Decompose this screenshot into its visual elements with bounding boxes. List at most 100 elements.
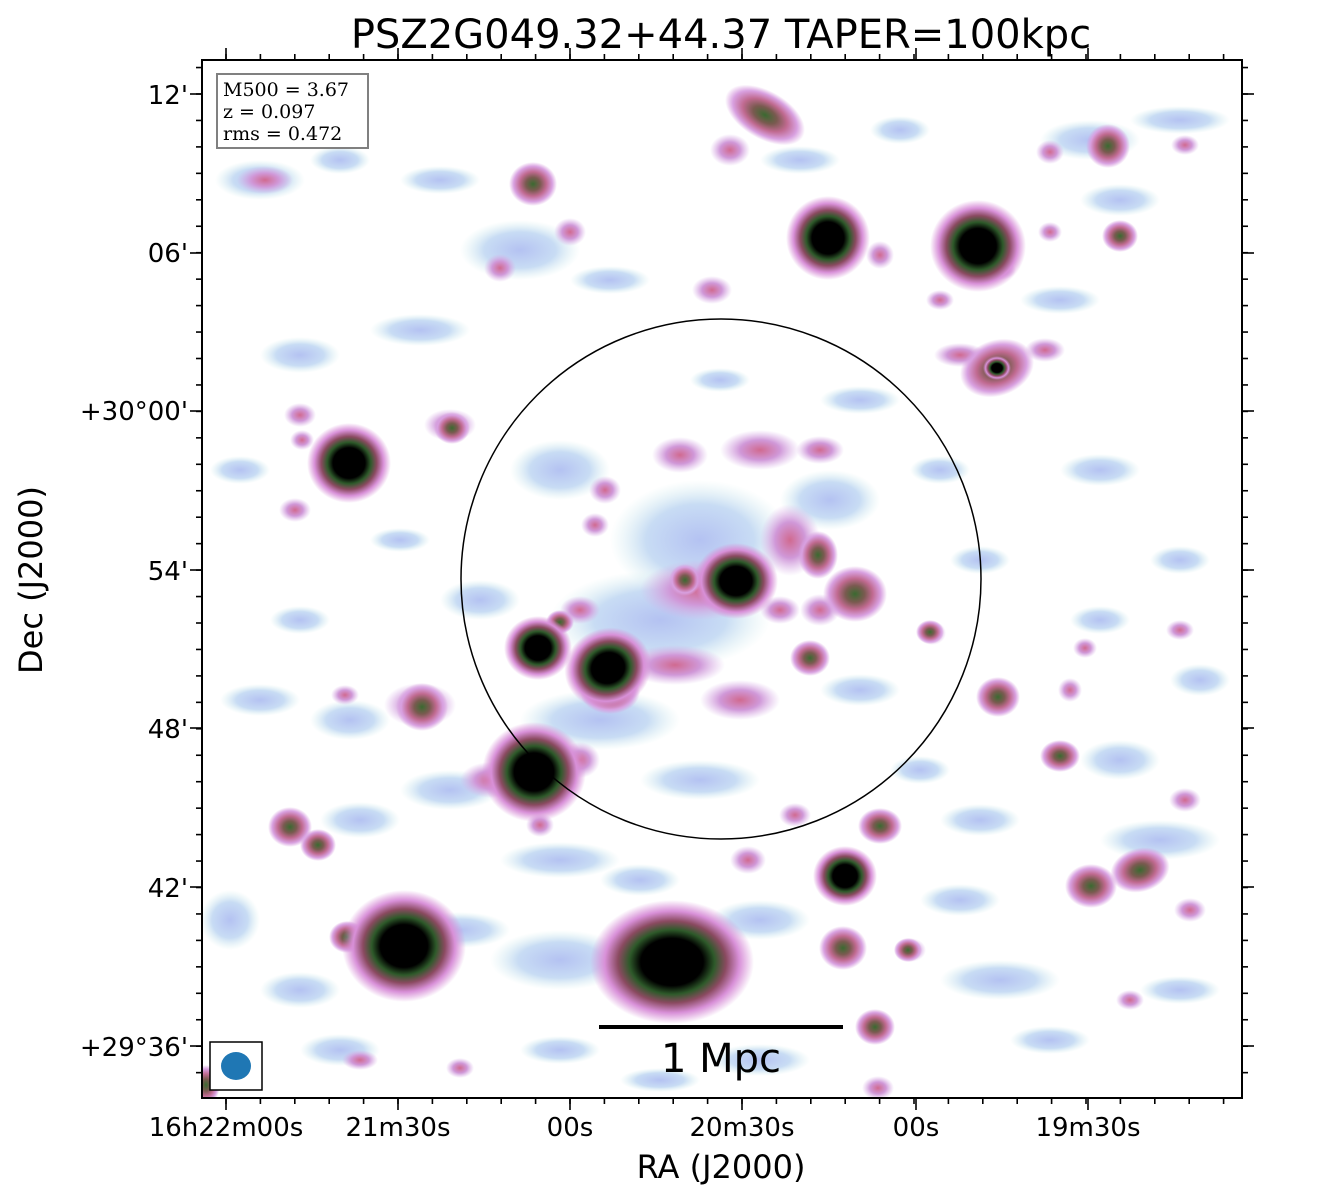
- faint-emission: [1060, 454, 1140, 486]
- emission-layer: [202, 84, 1230, 1098]
- faint-emission: [1100, 820, 1220, 860]
- info-box-frame: [216, 73, 369, 149]
- faint-emission: [1080, 740, 1160, 780]
- bright-source: [590, 900, 754, 1024]
- x-tick-label: 20m30s: [689, 1113, 794, 1143]
- beam-ellipse: [221, 1052, 251, 1080]
- y-tick-labels: 12' 06' +30°00' 54' 48' 42' +29°36': [80, 81, 188, 1063]
- info-box: M500 = 3.67 z = 0.097 rms = 0.472: [216, 73, 369, 149]
- faint-emission: [640, 760, 760, 800]
- diffuse-emission: [446, 1058, 474, 1078]
- compact-source: [268, 807, 312, 847]
- bright-source: [786, 196, 870, 280]
- bright-source: [983, 356, 1011, 380]
- faint-emission: [440, 580, 520, 620]
- plot-frame: [201, 59, 1243, 1099]
- faint-emission: [202, 890, 260, 950]
- faint-emission: [260, 972, 340, 1008]
- bright-source: [694, 543, 778, 619]
- radio-image: [202, 60, 1242, 1098]
- compact-source: [1102, 220, 1138, 252]
- faint-emission: [1010, 1026, 1090, 1054]
- diffuse-emission: [342, 1050, 378, 1070]
- diffuse-emission: [554, 218, 586, 246]
- bright-source: [504, 616, 572, 680]
- diffuse-emission: [237, 166, 293, 194]
- faint-emission: [500, 842, 620, 878]
- faint-emission: [370, 528, 430, 552]
- faint-emission: [1170, 664, 1230, 696]
- diffuse-emission: [581, 513, 609, 537]
- diffuse-emission: [1169, 788, 1201, 812]
- compact-source: [976, 677, 1020, 717]
- faint-emission: [870, 116, 930, 144]
- bright-source: [342, 890, 466, 1002]
- y-tick-label: 54': [148, 557, 188, 587]
- diffuse-emission: [720, 430, 800, 470]
- faint-emission: [310, 146, 370, 174]
- diffuse-emission: [1038, 222, 1062, 242]
- x-tick-label: 21m30s: [345, 1113, 450, 1143]
- compact-source: [823, 566, 887, 622]
- compact-source: [1110, 847, 1170, 893]
- faint-emission: [1140, 976, 1220, 1004]
- faint-emission: [890, 756, 950, 784]
- faint-emission: [940, 804, 1020, 836]
- compact-source: [1065, 864, 1117, 908]
- faint-emission: [220, 684, 300, 716]
- faint-emission: [820, 386, 900, 414]
- faint-emission: [210, 456, 270, 484]
- diffuse-emission: [1058, 678, 1082, 702]
- compact-source: [855, 1009, 895, 1045]
- chart-title: PSZ2G049.32+44.37 TAPER=100kpc: [351, 12, 1091, 58]
- faint-emission: [1080, 184, 1160, 216]
- diffuse-emission: [279, 498, 311, 522]
- faint-emission: [940, 960, 1060, 1000]
- info-m500: M500 = 3.67: [223, 79, 349, 101]
- y-tick-label: 12': [148, 81, 188, 111]
- faint-emission: [920, 884, 1000, 916]
- diffuse-emission: [1171, 135, 1199, 155]
- y-tick-label: +29°36': [80, 1033, 188, 1063]
- diffuse-emission: [1036, 140, 1064, 164]
- diffuse-emission: [926, 290, 954, 310]
- diffuse-emission: [796, 436, 844, 464]
- y-tick-label: +30°00': [80, 397, 188, 427]
- compact-source: [798, 531, 838, 579]
- diffuse-emission: [589, 476, 621, 504]
- x-tick-label: 16h22m00s: [149, 1113, 304, 1143]
- faint-emission: [1150, 546, 1210, 574]
- faint-emission: [320, 802, 400, 838]
- diffuse-emission: [284, 403, 316, 427]
- compact-source: [300, 829, 336, 861]
- faint-emission: [1130, 106, 1230, 134]
- r500-circle: [460, 318, 982, 840]
- x-tick-labels: 16h22m00s 21m30s 00s 20m30s 00s 19m30s: [149, 1113, 1141, 1143]
- compact-source: [669, 564, 701, 596]
- beam-indicator: [209, 1041, 263, 1091]
- compact-source: [1040, 740, 1080, 772]
- compact-source: [858, 808, 902, 844]
- x-tick-label: 00s: [893, 1113, 940, 1143]
- compact-source: [790, 640, 830, 676]
- diffuse-emission: [290, 430, 314, 450]
- diffuse-emission: [1174, 898, 1206, 922]
- faint-emission: [310, 700, 390, 740]
- faint-emission: [620, 1068, 700, 1092]
- x-tick-label: 00s: [547, 1113, 594, 1143]
- beam-box: [209, 1041, 263, 1091]
- bright-source: [813, 846, 877, 906]
- diffuse-emission: [866, 241, 894, 269]
- diffuse-emission: [484, 254, 516, 282]
- faint-emission: [910, 456, 970, 484]
- faint-emission: [520, 1036, 600, 1064]
- y-tick-label: 42': [148, 874, 188, 904]
- compact-source: [916, 620, 944, 644]
- x-axis-label: RA (J2000): [637, 1148, 806, 1186]
- diffuse-emission: [1116, 990, 1144, 1010]
- scale-bar-label: 1 Mpc: [661, 1036, 781, 1082]
- axis-ticks: [190, 48, 1254, 1110]
- faint-emission: [1020, 286, 1100, 314]
- bright-source: [482, 722, 586, 822]
- faint-emission: [1070, 606, 1130, 634]
